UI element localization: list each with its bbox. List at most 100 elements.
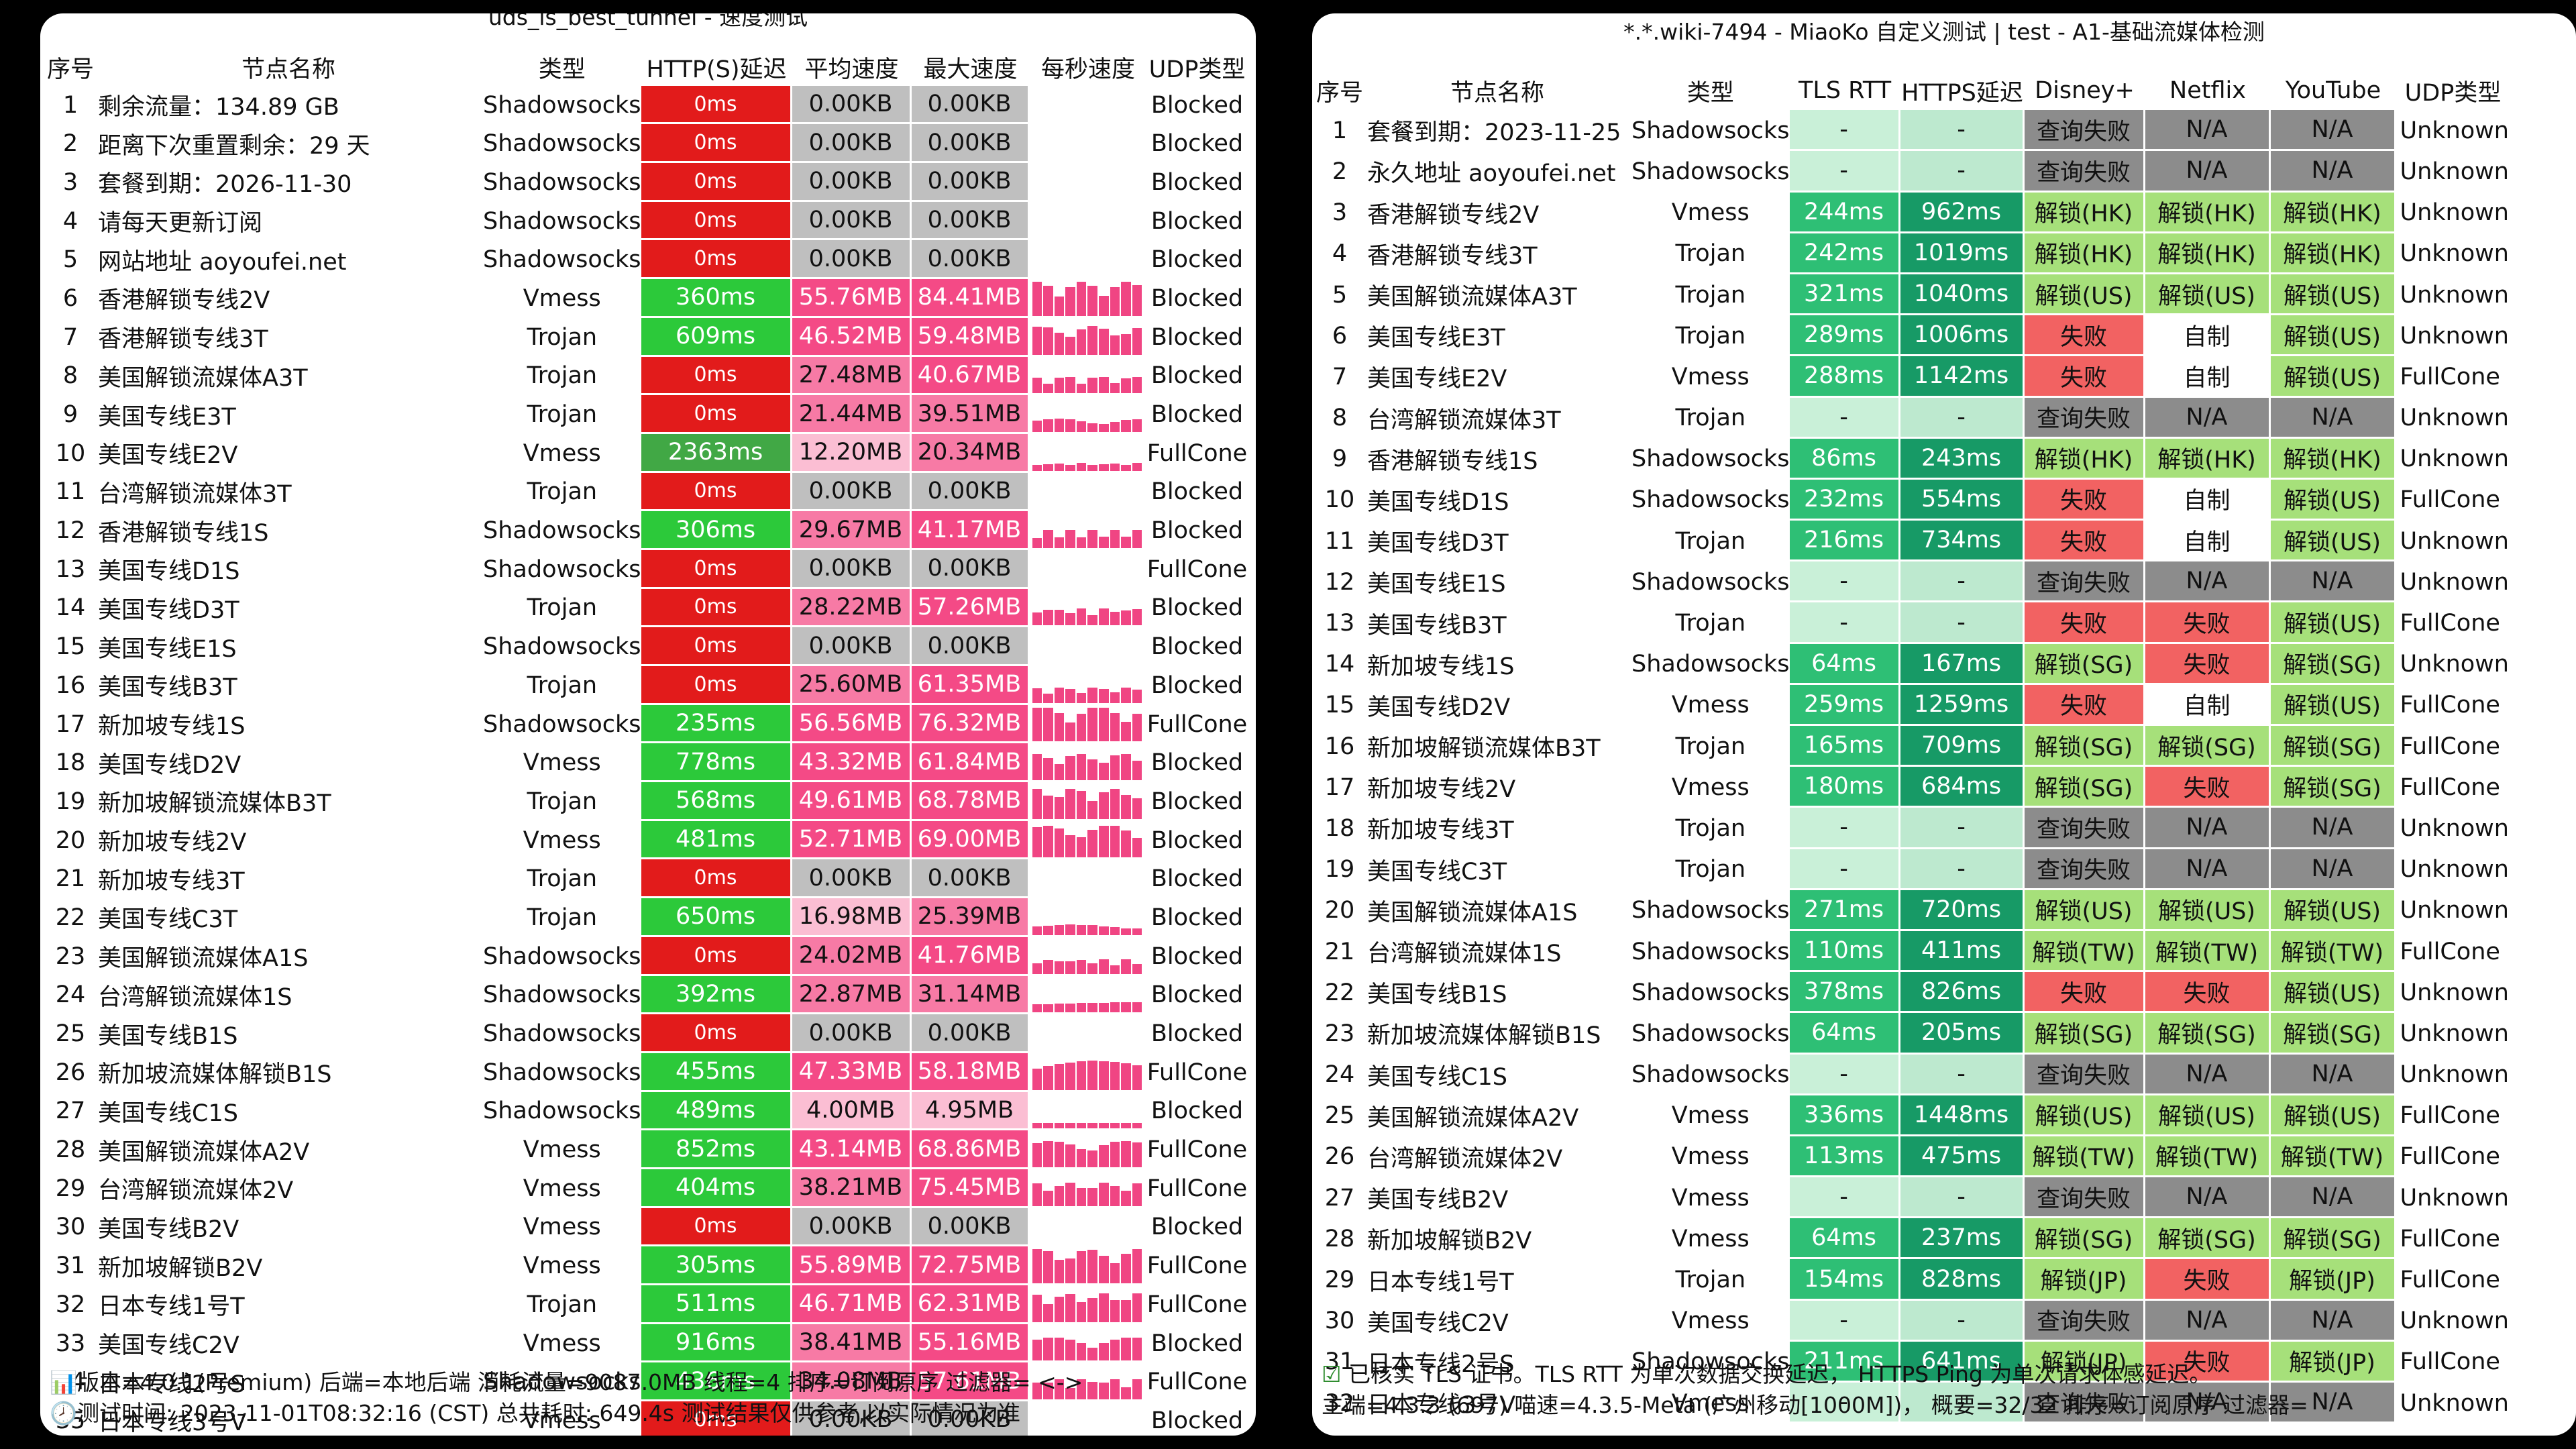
max-speed-cell: 68.78MB xyxy=(911,782,1030,821)
row-index: 32 xyxy=(1324,1389,1355,1417)
streaming-test-footer: ☑ 已核实 TLS 证书。TLS RTT 为单次数据交换延迟， HTTPS Pi… xyxy=(1322,1359,2308,1421)
sparkline-bar xyxy=(1054,764,1065,781)
sparkline-bar xyxy=(1099,707,1109,742)
youtube-status: N/A xyxy=(2270,110,2396,152)
udp-type: Blocked xyxy=(1150,594,1244,622)
sparkline-bar xyxy=(1121,1337,1131,1361)
sparkline-bar xyxy=(1110,1002,1120,1013)
speed-sparkline xyxy=(1029,356,1147,396)
max-speed-cell: 0.00KB xyxy=(911,1014,1030,1053)
max-speed-cell: 55.16MB xyxy=(911,1324,1030,1363)
row-index: 31 xyxy=(55,1252,86,1280)
table-row: 7 香港解锁专线3T Trojan 609ms 46.52MB 59.48MB Blocke… xyxy=(47,317,1248,357)
sparkline-bar xyxy=(1121,722,1131,742)
avg-speed-cell: 55.76MB xyxy=(792,279,912,318)
sparkline-bars xyxy=(1030,1053,1145,1090)
row-index: 12 xyxy=(1324,568,1355,596)
sparkline-bar xyxy=(1043,286,1053,316)
row-index: 22 xyxy=(1324,979,1355,1006)
udp-type: Blocked xyxy=(1150,91,1244,119)
latency-cell: 0ms xyxy=(641,936,792,976)
node-name: 美国专线E1S xyxy=(98,635,237,663)
sparkline-bar xyxy=(1121,420,1131,432)
netflix-status: 自制 xyxy=(2145,315,2271,357)
row-index: 23 xyxy=(55,943,86,970)
sparkline-bars xyxy=(1030,705,1145,742)
udp-type: Unknown xyxy=(2400,856,2509,883)
column-header: 类型 xyxy=(538,56,586,83)
udp-type: Blocked xyxy=(1150,207,1244,235)
footer-version: 版本=4.0.1(Premium) 后端=本地后端 消耗流量=9087.0MB … xyxy=(77,1369,1083,1395)
udp-type: FullCone xyxy=(1146,1291,1248,1318)
netflix-status: N/A xyxy=(2145,808,2271,849)
node-name: 新加坡专线2V xyxy=(1367,776,1516,804)
row-index: 24 xyxy=(1324,1061,1355,1089)
sparkline-bar xyxy=(1110,611,1120,626)
row-index: 26 xyxy=(1324,1143,1355,1171)
node-type: Shadowsocks xyxy=(1631,979,1790,1006)
table-row: 17 新加坡专线2V Vmess 180ms 684ms 解锁(SG) 失败 解锁(SG) Fu… xyxy=(1316,767,2510,808)
sparkline-bar xyxy=(1043,694,1053,703)
sparkline-bar xyxy=(1043,925,1053,935)
disney-status: 解锁(TW) xyxy=(2024,930,2145,973)
sparkline-bar xyxy=(1087,326,1098,355)
avg-speed-cell: 46.52MB xyxy=(792,317,912,357)
disney-status: 解锁(HK) xyxy=(2024,192,2145,233)
tls-rtt-cell: - xyxy=(1789,151,1900,193)
netflix-status: N/A xyxy=(2145,151,2271,193)
avg-speed-cell: 21.44MB xyxy=(792,395,912,434)
sparkline-bar xyxy=(1087,1003,1098,1013)
disney-status: 查询失败 xyxy=(2024,1054,2145,1095)
column-header: 节点名称 xyxy=(241,56,336,83)
netflix-status: 解锁(SG) xyxy=(2145,726,2271,767)
sparkline-bar xyxy=(1110,464,1120,471)
table-row: 26 新加坡流媒体解锁B1S Shadowsocks 455ms 47.33MB 58.1… xyxy=(47,1053,1248,1092)
node-type: Shadowsocks xyxy=(1631,1061,1790,1089)
sparkline-bar xyxy=(1099,1293,1109,1322)
sparkline-bar xyxy=(1121,536,1131,548)
sparkline-bar xyxy=(1099,1182,1109,1206)
sparkline-bar xyxy=(1032,926,1042,935)
speed-sparkline xyxy=(1029,743,1147,783)
tls-rtt-cell: - xyxy=(1789,1054,1900,1095)
sparkline-bars xyxy=(1030,821,1145,858)
udp-type: Blocked xyxy=(1150,1330,1244,1357)
footer-summary: 主端=4.3.3 (697) 喵速=4.3.5-Meta (广州移动[1000M… xyxy=(1322,1392,2308,1418)
youtube-status: 解锁(SG) xyxy=(2270,1013,2396,1055)
max-speed-cell: 41.17MB xyxy=(911,511,1030,550)
row-index: 20 xyxy=(1324,897,1355,924)
sparkline-bar xyxy=(1110,1185,1120,1206)
sparkline-bar xyxy=(1065,286,1075,316)
disney-status: 解锁(SG) xyxy=(2024,1013,2145,1055)
sparkline-bar xyxy=(1099,959,1109,974)
node-name: 新加坡流媒体解锁B1S xyxy=(1367,1022,1601,1050)
tls-rtt-cell: 336ms xyxy=(1789,1095,1900,1136)
node-type: Vmess xyxy=(523,439,601,467)
node-type: Vmess xyxy=(523,284,601,312)
sparkline-bar xyxy=(1132,760,1142,781)
max-speed-cell: 61.84MB xyxy=(911,743,1030,783)
max-speed-cell: 0.00KB xyxy=(911,549,1030,589)
sparkline-bar xyxy=(1121,754,1131,781)
sparkline-bar xyxy=(1076,960,1087,974)
row-index: 5 xyxy=(62,246,78,274)
node-type: Shadowsocks xyxy=(483,517,641,545)
sparkline-bar xyxy=(1032,612,1042,626)
sparkline-bar xyxy=(1043,529,1053,548)
max-speed-cell: 0.00KB xyxy=(911,240,1030,280)
udp-type: Blocked xyxy=(1150,904,1244,931)
latency-cell: 489ms xyxy=(641,1091,792,1131)
udp-type: Blocked xyxy=(1150,981,1244,1009)
netflix-status: 解锁(US) xyxy=(2145,274,2271,316)
sparkline-bar xyxy=(1043,1337,1053,1361)
https-latency-cell: 641ms xyxy=(1900,1341,2025,1383)
max-speed-cell: 58.18MB xyxy=(911,1053,1030,1092)
node-name: 剩余流量：134.89 GB xyxy=(98,94,339,121)
sparkline-bar xyxy=(1099,424,1109,432)
sparkline-bar xyxy=(1076,421,1087,432)
row-index: 12 xyxy=(55,517,86,545)
row-index: 1 xyxy=(1332,117,1348,144)
latency-cell: 306ms xyxy=(641,511,792,550)
sparkline-bar xyxy=(1121,1063,1131,1090)
udp-type: Unknown xyxy=(2400,1389,2509,1417)
